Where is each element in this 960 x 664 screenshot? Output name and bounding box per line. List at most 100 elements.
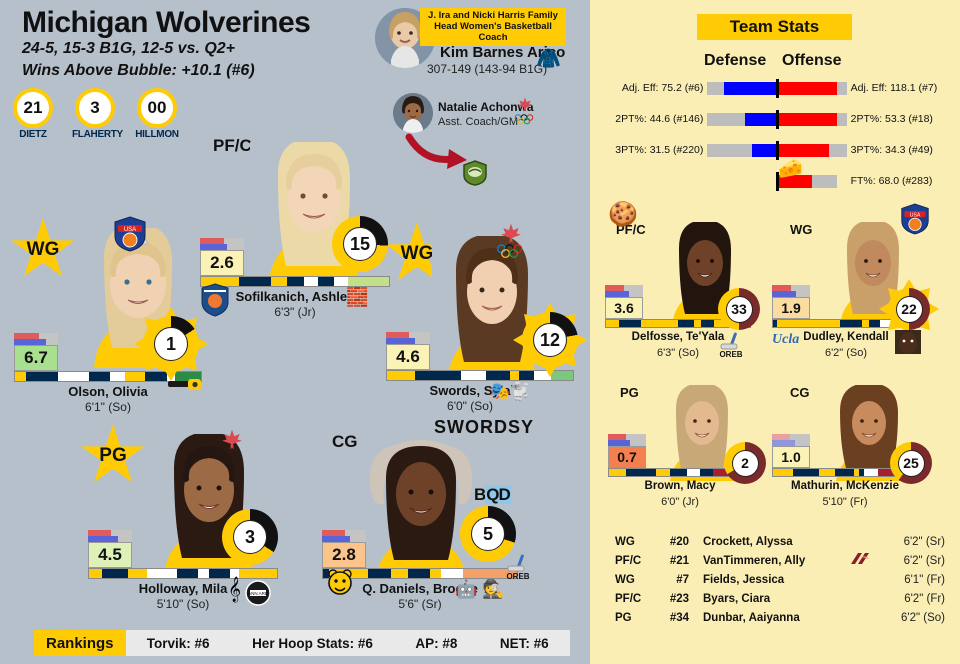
departure-item[interactable]: 00 HILLMON <box>134 88 180 140</box>
roster-name: Fields, Jessica <box>703 573 785 586</box>
team-stats-defense-header: Defense <box>704 52 767 69</box>
usa-basketball-icon: USA <box>900 203 930 239</box>
departure-name: DIETZ <box>19 129 47 140</box>
roster-number: #21 <box>669 554 689 567</box>
jersey-badge-brown[interactable]: 2 <box>724 442 766 484</box>
music-note-icon: 𝄞 <box>228 576 242 601</box>
team-stats-row: 3PT%: 31.5 (#220) 3PT%: 34.3 (#49) <box>600 140 956 160</box>
stat-bar-swords <box>386 370 574 381</box>
ranking-hhs: Her Hoop Stats: #6 <box>252 635 373 651</box>
oreb-squeegee-icon: OREB <box>505 552 531 584</box>
roster-number: #7 <box>676 573 689 586</box>
player-name-olson: Olson, Olivia <box>68 384 148 399</box>
departure-item[interactable]: 3 FLAHERTY <box>72 88 123 140</box>
player-value-brown: 0.7 <box>608 446 646 468</box>
roster-position: PG <box>615 611 632 624</box>
player-name-swords: Swords, Syla <box>429 383 511 398</box>
player-value-olson: 6.7 <box>14 345 58 371</box>
stat-label-defense: 2PT%: 44.6 (#146) <box>615 113 704 125</box>
jersey-number: 12 <box>533 323 567 357</box>
wins-above-bubble: Wins Above Bubble: +10.1 (#6) <box>22 62 255 79</box>
roster-number: #34 <box>669 611 689 624</box>
jersey-number: 25 <box>897 449 925 477</box>
player-height-dudley: 6'2" (So) <box>824 347 868 359</box>
stat-track <box>707 78 847 98</box>
player-name-daniels: Q. Daniels, Brooke <box>362 581 478 596</box>
roster-height: 6'2" (Fr) <box>904 592 945 605</box>
trend-indicator-sofilkanich <box>200 238 244 250</box>
rankings-items: Torvik: #6 Her Hoop Stats: #6 AP: #8 NET… <box>125 630 570 656</box>
stat-bar-sofilkanich <box>200 276 390 287</box>
position-label-sofilkanich: PF/C <box>213 136 252 155</box>
table-row[interactable]: PG #34 Dunbar, Aaiyanna 6'2" (So) <box>615 608 945 627</box>
player-height-daniels: 5'6" (Sr) <box>398 597 442 611</box>
jersey-badge-delfosse[interactable]: 33 <box>718 288 760 330</box>
roster-height: 6'1" (Fr) <box>904 573 945 586</box>
page-title: Michigan Wolverines <box>22 6 311 39</box>
coach-title-line2: Head Women's Basketball Coach <box>434 21 552 44</box>
player-value-swords: 4.6 <box>386 344 430 370</box>
roster-height: 6'2" (So) <box>901 611 945 624</box>
team-stats-row: FT%: 68.0 (#283) <box>600 171 956 191</box>
team-stats-row: Adj. Eff: 75.2 (#6) Adj. Eff: 118.1 (#7) <box>600 78 956 98</box>
ranking-ap: AP: #8 <box>415 635 458 651</box>
table-row[interactable]: WG #7 Fields, Jessica 6'1" (Fr) <box>615 570 945 589</box>
jersey-number-badge: 21 <box>13 88 53 128</box>
dog-icon: 🐩 <box>509 382 531 401</box>
player-height-mathurin: 5'10" (Fr) <box>822 496 868 508</box>
trend-indicator-swords <box>386 332 430 344</box>
trend-indicator-delfosse <box>605 285 643 297</box>
canada-maple-leaf-icon <box>517 96 533 115</box>
player-name-sofilkanich: Sofilkanich, Ashley <box>235 289 355 304</box>
ranking-net: NET: #6 <box>499 635 549 651</box>
biscuit-icon: 🍪 <box>608 201 638 228</box>
player-value-daniels: 2.8 <box>322 542 366 568</box>
player-value-dudley: 1.9 <box>772 297 810 319</box>
trend-indicator-dudley <box>772 285 810 297</box>
trend-indicator-holloway <box>88 530 132 542</box>
team-stats-offense-header: Offense <box>782 52 842 69</box>
jersey-number: 22 <box>895 295 923 323</box>
trend-indicator-olson <box>14 333 58 345</box>
svg-text:USA: USA <box>910 212 921 218</box>
jersey-number: 5 <box>471 517 505 551</box>
departure-item[interactable]: 21 DIETZ <box>10 88 56 140</box>
stat-bar-holloway <box>88 568 278 579</box>
departure-name: HILLMON <box>135 129 179 140</box>
jersey-badge-mathurin[interactable]: 25 <box>890 442 932 484</box>
bqd-logo-icon: BQD <box>474 485 511 504</box>
jersey-number: 15 <box>343 227 377 261</box>
robot-icon: 🤖 <box>455 579 478 599</box>
ucla-logo-icon: Ucla <box>772 332 800 347</box>
jersey-badge-sofilkanich[interactable]: 15 <box>332 216 388 272</box>
jersey-badge-dudley[interactable]: 22 <box>879 279 939 339</box>
assistant-coach-name: Natalie Achonwa <box>438 100 534 114</box>
jersey-badge-holloway[interactable]: 3 <box>222 509 278 565</box>
table-row[interactable]: PF/C #23 Byars, Ciara 6'2" (Fr) <box>615 589 945 608</box>
player-value-holloway: 4.5 <box>88 542 132 568</box>
player-value-delfosse: 3.6 <box>605 297 643 319</box>
player-height-holloway: 5'10" (So) <box>156 597 210 611</box>
ranking-torvik: Torvik: #6 <box>146 635 210 651</box>
canada-maple-leaf-icon <box>500 222 522 249</box>
jersey-badge-daniels[interactable]: 5 <box>460 506 516 562</box>
team-stats-title: Team Stats <box>697 14 852 40</box>
jersey-number: 1 <box>154 327 188 361</box>
table-row[interactable]: WG #20 Crockett, Alyssa 6'2" (Sr) <box>615 532 945 551</box>
theater-masks-icon: 🎭 <box>489 382 511 401</box>
jersey-number: 2 <box>731 449 759 477</box>
player-height-swords: 6'0" (So) <box>447 399 493 413</box>
player-value-sofilkanich: 2.6 <box>200 250 244 276</box>
jersey-badge-swords[interactable]: 12 <box>513 303 587 377</box>
carmen-sandiego-icon: 🕵 <box>482 579 505 599</box>
roster-name: VanTimmeren, Ally <box>703 554 806 567</box>
jersey-number-badge: 3 <box>75 88 115 128</box>
oreb-squeegee-icon: OREB <box>718 330 744 362</box>
player-name-brown: Brown, Macy <box>644 480 716 492</box>
usa-basketball-icon: USA <box>113 216 147 256</box>
jersey-badge-olson[interactable]: 1 <box>134 307 208 381</box>
departures-list: 21 DIETZ 3 FLAHERTY 00 HILLMON <box>10 88 180 140</box>
table-row[interactable]: PF/C #21 VanTimmeren, Ally 6'2" (Sr) <box>615 551 945 570</box>
departure-name: FLAHERTY <box>72 129 123 140</box>
assistant-coach-role: Asst. Coach/GM <box>438 116 519 128</box>
